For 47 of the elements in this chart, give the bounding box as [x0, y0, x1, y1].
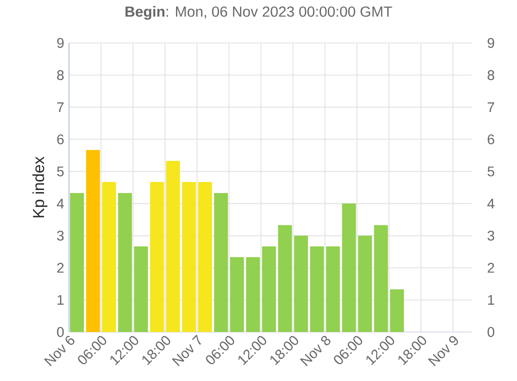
y-tick-label: 9	[57, 38, 64, 48]
bar	[326, 246, 340, 332]
bar	[214, 192, 228, 332]
x-tick-label: Nov 7	[172, 334, 201, 366]
y2-tick-label: 2	[488, 262, 494, 273]
y-tick-label: 6	[57, 134, 64, 144]
bar	[390, 289, 404, 332]
y-tick-label: 4	[56, 198, 64, 208]
bar	[102, 182, 116, 332]
chart-title: Begin: Mon, 06 Nov 2023 00:00:00 GMT	[126, 6, 392, 20]
bar	[134, 246, 148, 332]
y2-tick-label: 0	[488, 327, 494, 337]
bar	[166, 160, 180, 332]
x-tick-label: Nov 6	[44, 336, 74, 366]
bar	[86, 150, 100, 332]
bar	[294, 236, 308, 332]
bar	[198, 182, 212, 332]
bar	[358, 236, 372, 332]
y-tick-label: 8	[57, 70, 64, 80]
bar	[262, 246, 276, 332]
bar	[278, 225, 292, 332]
bar	[246, 257, 260, 332]
y2-tick-label: 7	[488, 102, 494, 112]
bar	[342, 204, 356, 332]
bar	[118, 192, 132, 332]
y2-tick-label: 8	[488, 70, 494, 80]
bar	[70, 192, 84, 332]
bar	[150, 182, 164, 332]
y-tick-label: 0	[57, 327, 64, 337]
y2-tick-label: 6	[488, 134, 494, 144]
bar	[310, 246, 324, 332]
y-tick-label: 7	[57, 102, 64, 112]
y-tick-label: 2	[57, 262, 64, 273]
y-axis-title: Kp index	[32, 156, 48, 218]
y-tick-label: 3	[57, 230, 64, 241]
bar	[182, 182, 196, 332]
x-tick-label: Nov 9	[428, 336, 458, 366]
y2-tick-label: 4	[487, 198, 494, 208]
x-tick-label: Nov 8	[300, 336, 330, 366]
bar	[374, 225, 388, 332]
bar	[230, 257, 244, 332]
y2-tick-label: 5	[488, 166, 494, 176]
y2-tick-label: 9	[488, 38, 494, 48]
y2-tick-label: 1	[488, 295, 494, 305]
y-tick-label: 5	[57, 166, 64, 176]
y2-tick-label: 3	[488, 230, 494, 241]
y-tick-label: 1	[58, 295, 64, 305]
